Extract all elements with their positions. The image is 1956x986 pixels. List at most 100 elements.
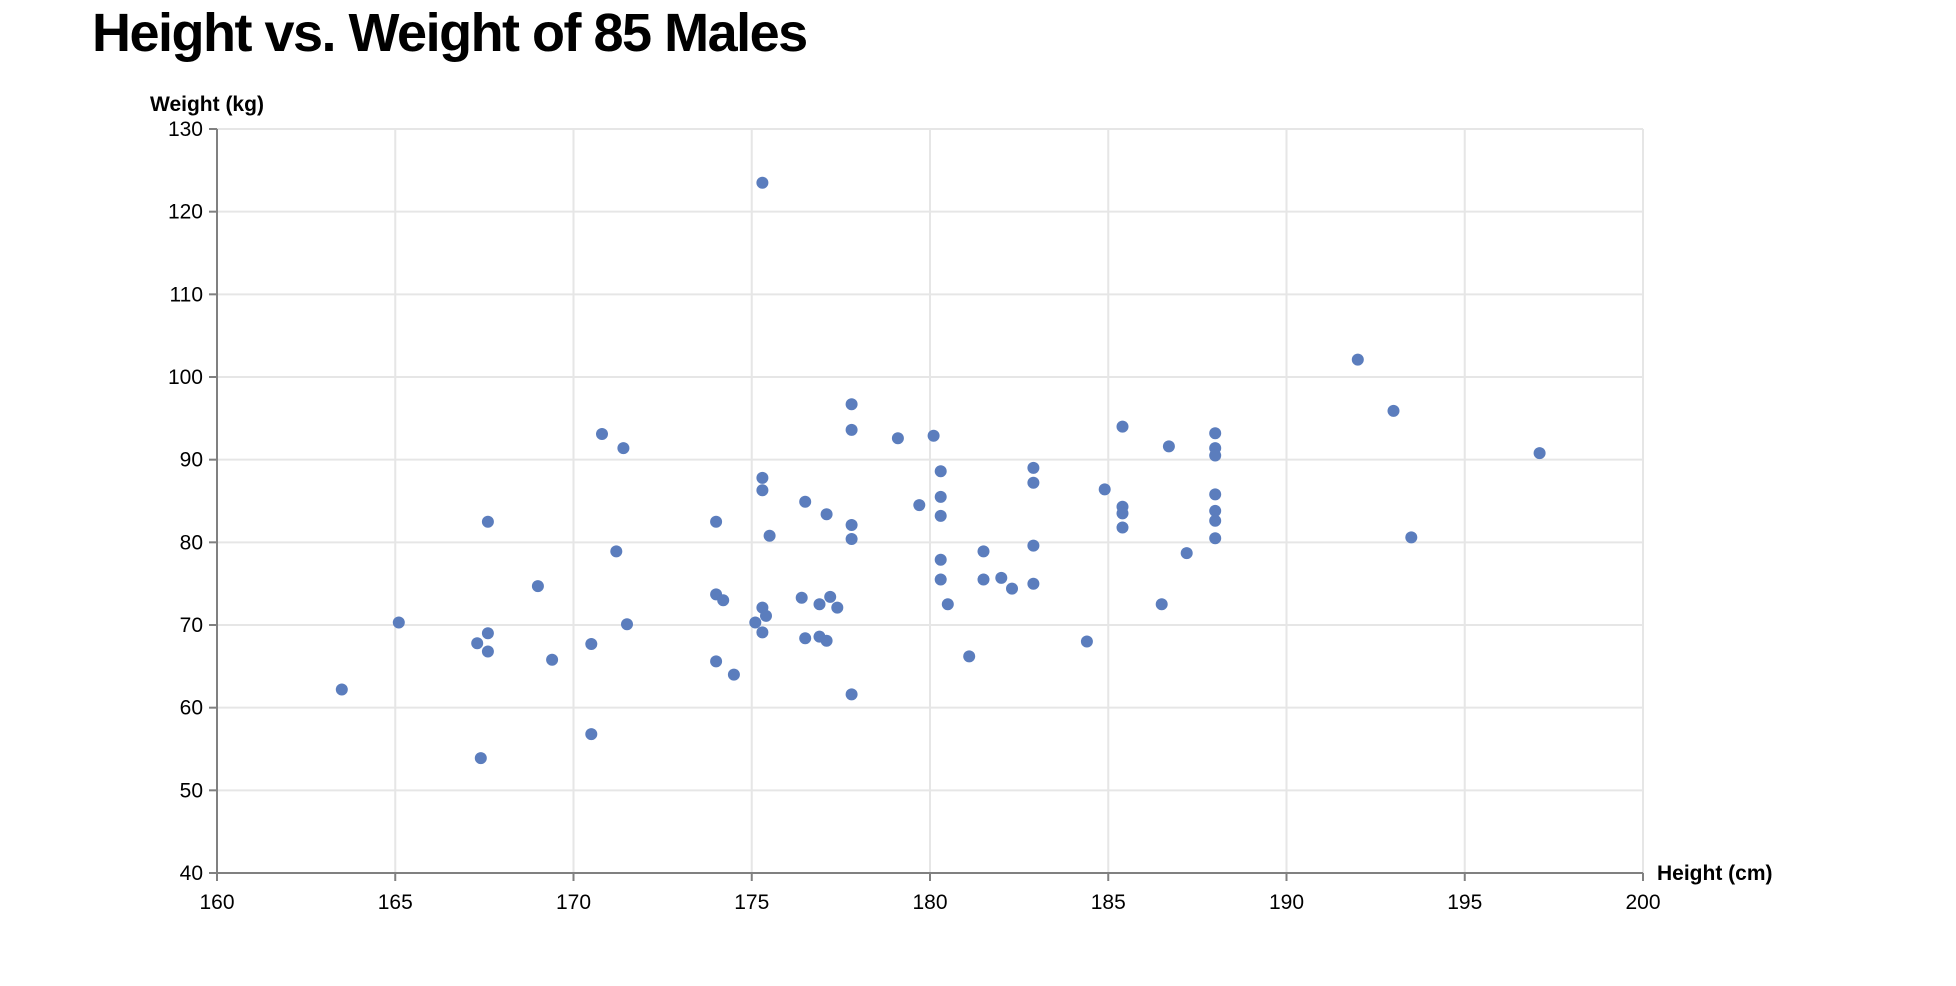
data-point: [813, 598, 826, 611]
y-tick-label: 40: [180, 862, 203, 885]
data-point: [1209, 427, 1222, 440]
data-point: [1116, 420, 1129, 433]
data-point: [585, 638, 598, 650]
grid-lines: [216, 128, 1644, 874]
data-point: [995, 571, 1008, 584]
data-point: [1180, 547, 1193, 560]
data-point: [756, 471, 769, 484]
y-tick-label: 90: [180, 449, 203, 472]
y-tick-label: 50: [180, 779, 203, 802]
data-point: [1209, 514, 1222, 527]
data-point: [799, 495, 812, 508]
data-point: [934, 465, 947, 478]
data-point: [481, 645, 494, 658]
data-point: [610, 545, 623, 558]
data-point: [977, 545, 990, 558]
data-point: [977, 573, 990, 586]
data-point: [717, 594, 730, 607]
data-point: [913, 499, 926, 512]
data-point: [481, 627, 494, 640]
data-point: [474, 752, 487, 765]
data-point: [1209, 449, 1222, 462]
data-point: [963, 650, 976, 663]
x-tick-label: 190: [1269, 891, 1304, 914]
data-point: [1155, 598, 1168, 611]
data-point: [760, 609, 772, 622]
data-point: [710, 655, 723, 668]
data-point: [845, 688, 858, 701]
data-point: [335, 683, 348, 696]
y-tick-label: 130: [168, 118, 203, 141]
data-point: [934, 553, 947, 566]
data-point: [845, 398, 858, 411]
data-point: [934, 490, 947, 503]
y-tick-label: 70: [180, 614, 203, 637]
x-tick-label: 180: [912, 891, 947, 914]
data-point: [891, 432, 904, 445]
data-point: [1027, 476, 1040, 489]
data-point: [845, 423, 858, 436]
data-point: [1027, 577, 1040, 590]
data-point: [1006, 582, 1018, 595]
y-tick-label: 120: [168, 201, 203, 224]
data-point: [845, 533, 858, 545]
data-point: [471, 637, 484, 650]
data-point: [1533, 447, 1546, 460]
x-axis-title: Height (cm): [1657, 862, 1773, 885]
x-tick-label: 175: [734, 891, 769, 914]
data-point: [621, 618, 633, 631]
data-point: [392, 616, 405, 629]
data-point: [756, 176, 769, 189]
data-point: [727, 668, 740, 681]
y-tick-label: 110: [170, 283, 203, 306]
data-point: [1405, 531, 1418, 544]
data-point: [934, 509, 947, 522]
data-point: [824, 590, 837, 603]
data-point: [596, 428, 608, 440]
data-point: [941, 598, 954, 611]
x-tick-label: 195: [1447, 891, 1482, 914]
data-point: [1080, 635, 1093, 648]
data-point: [820, 508, 833, 521]
data-point: [546, 653, 559, 666]
data-point: [927, 429, 940, 442]
chart-title: Height vs. Weight of 85 Males: [92, 3, 808, 63]
data-point: [749, 616, 762, 629]
data-point: [1027, 461, 1040, 474]
data-point: [763, 529, 776, 542]
data-point: [820, 634, 833, 647]
data-point: [831, 601, 844, 614]
y-tick-label: 100: [168, 366, 203, 389]
y-tick-label: 60: [180, 697, 203, 720]
data-point: [756, 484, 769, 497]
x-tick-label: 200: [1625, 891, 1660, 914]
data-point: [799, 632, 812, 645]
data-point: [617, 442, 630, 455]
data-point: [934, 573, 947, 586]
x-tick-label: 165: [378, 891, 413, 914]
data-points: [335, 176, 1546, 765]
data-point: [585, 728, 598, 741]
data-point: [710, 515, 723, 528]
axes: 40 50 60 70 80 90 100 110 120 130 160 165 170 175 180 1…: [150, 93, 1773, 914]
data-point: [1098, 483, 1111, 496]
data-point: [481, 515, 494, 528]
data-point: [795, 591, 808, 604]
x-tick-label: 160: [199, 891, 234, 914]
x-tick-label: 170: [556, 891, 591, 914]
data-point: [845, 519, 858, 531]
data-point: [1162, 440, 1175, 453]
x-tick-label: 185: [1091, 891, 1126, 914]
y-tick-label: 80: [180, 531, 203, 554]
data-point: [1209, 504, 1222, 517]
data-point: [1387, 404, 1400, 417]
data-point: [756, 626, 769, 639]
data-point: [1209, 532, 1222, 545]
data-point: [1209, 488, 1222, 501]
y-axis-title: Weight (kg): [150, 93, 264, 116]
data-point: [1116, 507, 1129, 520]
data-point: [531, 580, 544, 593]
data-point: [1351, 353, 1364, 366]
data-point: [1027, 539, 1040, 552]
